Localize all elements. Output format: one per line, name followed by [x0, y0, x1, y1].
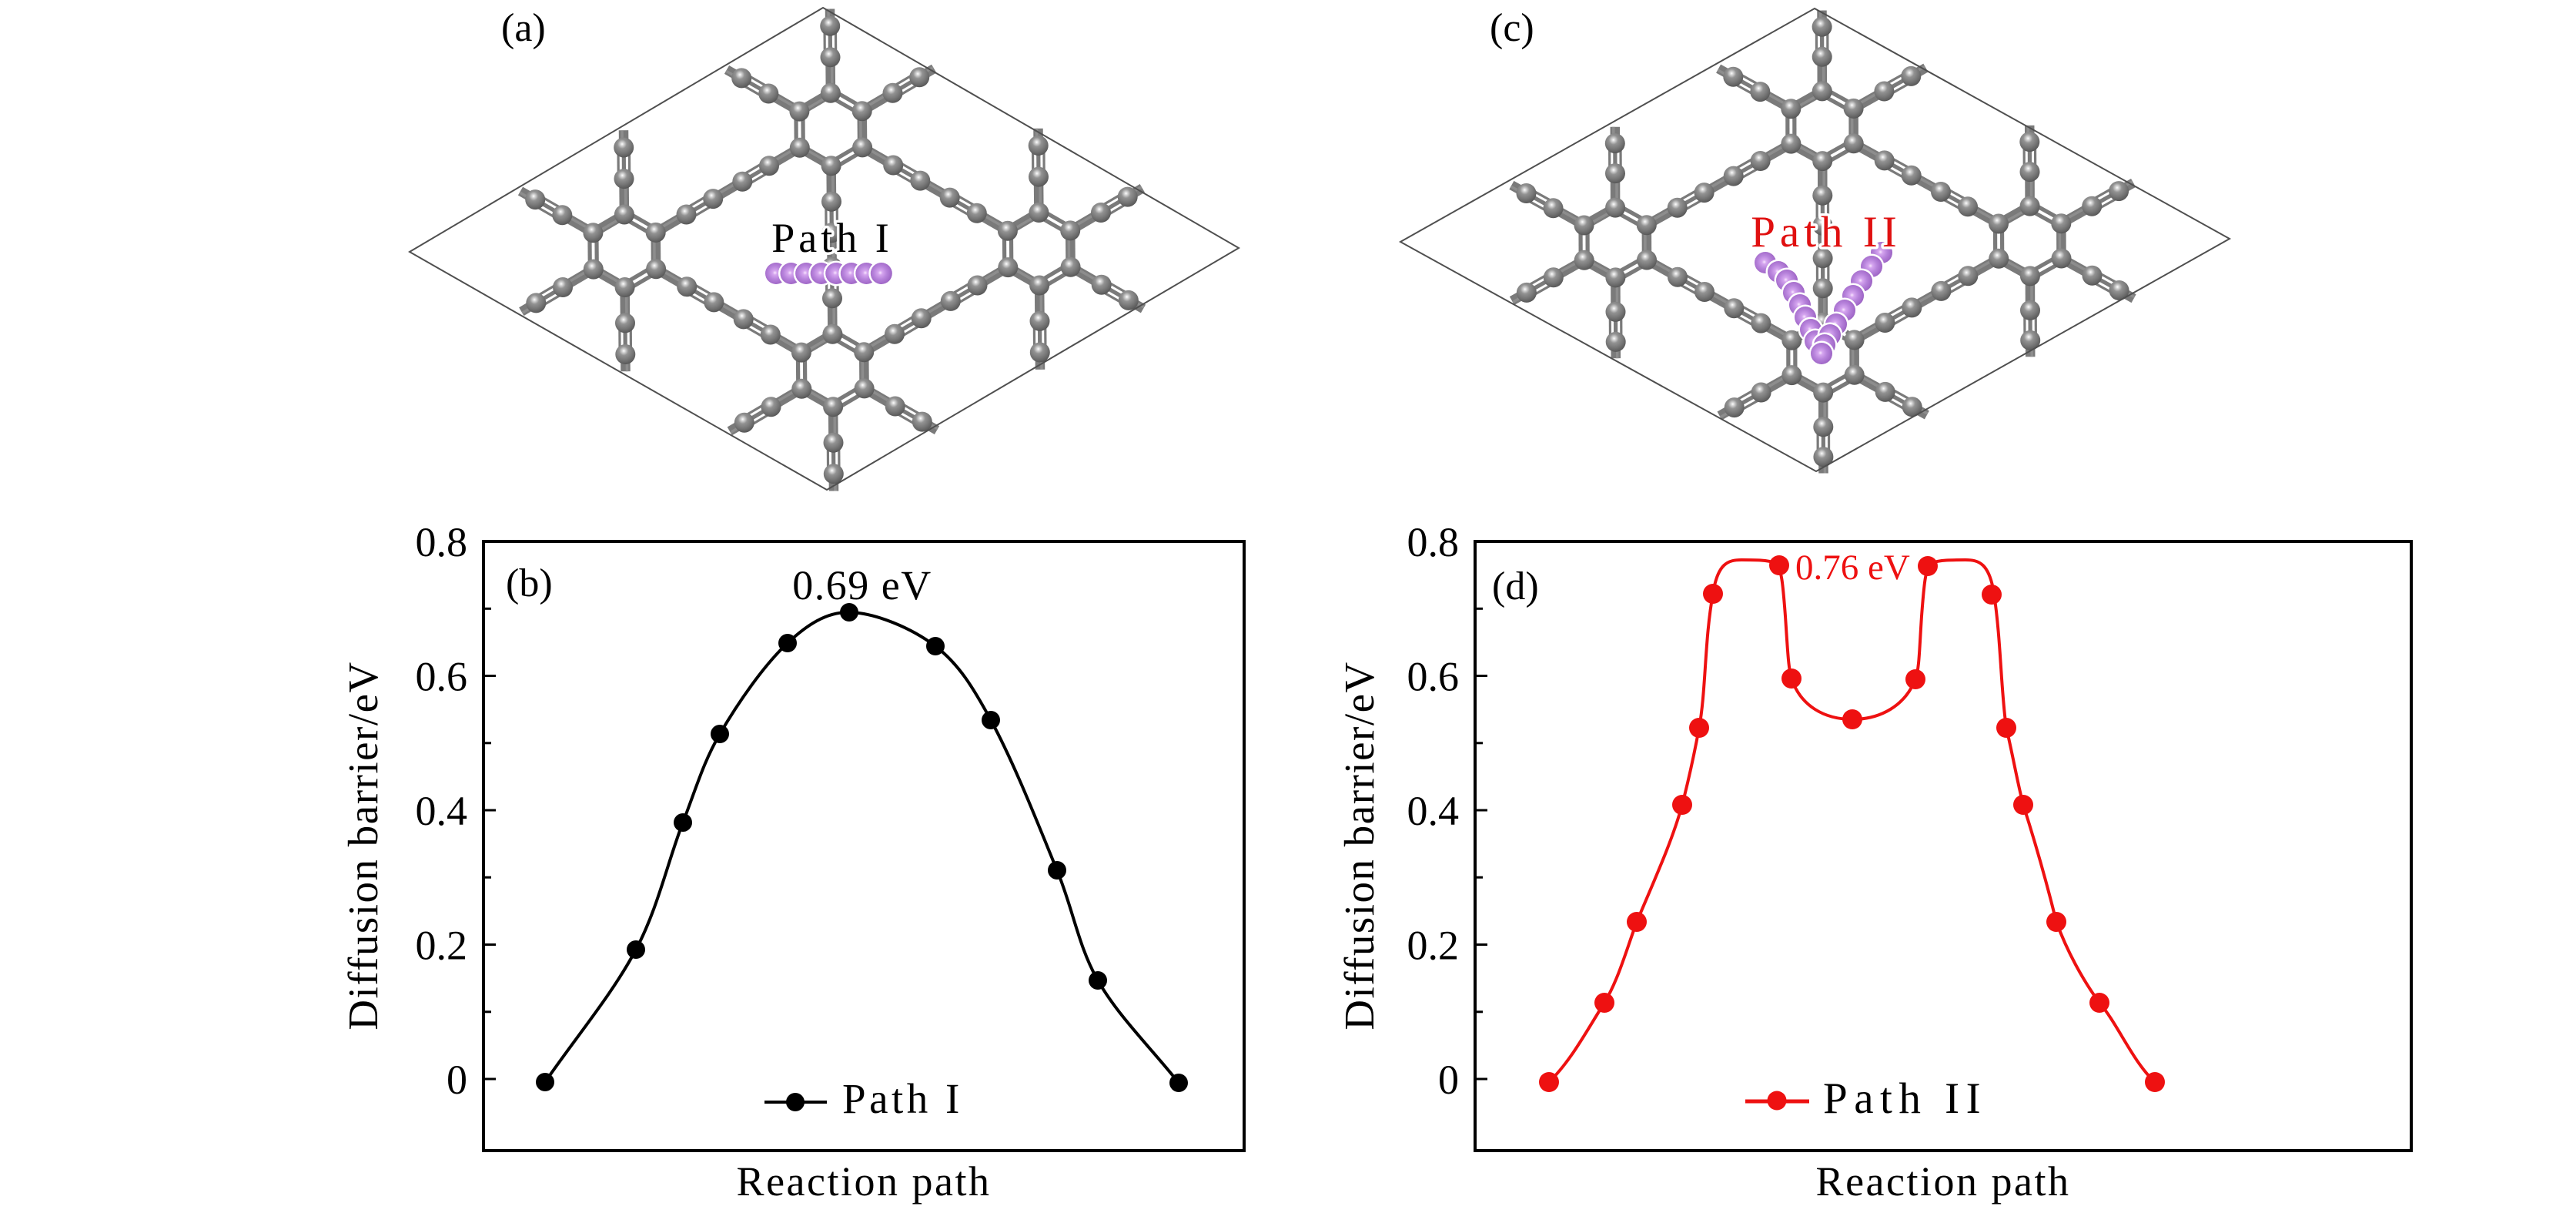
svg-text:(b): (b) — [506, 561, 553, 605]
svg-text:Diffusion barrier/eV: Diffusion barrier/eV — [1336, 661, 1383, 1030]
svg-text:0.8: 0.8 — [416, 519, 468, 565]
svg-text:Diffusion barrier/eV: Diffusion barrier/eV — [340, 661, 386, 1030]
svg-text:0.2: 0.2 — [1407, 923, 1460, 969]
svg-text:(d): (d) — [1492, 565, 1539, 608]
svg-text:0.4: 0.4 — [1407, 788, 1460, 834]
svg-text:Path II: Path II — [1823, 1074, 1987, 1123]
svg-text:0.2: 0.2 — [416, 923, 468, 969]
svg-text:0.6: 0.6 — [1407, 654, 1460, 700]
svg-text:0.6: 0.6 — [416, 654, 468, 700]
svg-text:Reaction path: Reaction path — [1816, 1158, 2071, 1205]
svg-text:0.4: 0.4 — [416, 788, 468, 834]
svg-text:0.76 eV: 0.76 eV — [1795, 548, 1910, 588]
svg-text:Path II: Path II — [1751, 208, 1902, 256]
svg-text:Reaction path: Reaction path — [737, 1158, 992, 1205]
svg-text:0.8: 0.8 — [1407, 519, 1460, 565]
svg-text:Path I: Path I — [842, 1075, 963, 1122]
svg-text:(a): (a) — [501, 6, 546, 50]
svg-text:0: 0 — [1438, 1057, 1459, 1103]
svg-text:0: 0 — [447, 1057, 467, 1103]
svg-text:(c): (c) — [1490, 6, 1534, 50]
svg-text:Path I: Path I — [771, 215, 893, 261]
svg-text:0.69 eV: 0.69 eV — [792, 562, 932, 608]
